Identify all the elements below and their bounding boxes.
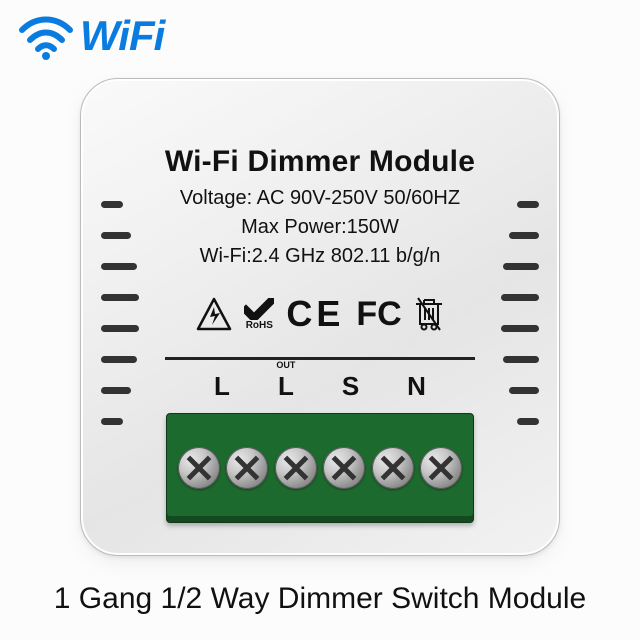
fcc-mark: FC (356, 295, 401, 334)
terminal-label-L1: L (214, 371, 230, 402)
voltage-line: Voltage: AC 90V-250V 50/60HZ (153, 187, 487, 210)
ce-mark: CE (286, 293, 344, 335)
wifi-text: WiFi (80, 12, 164, 60)
certification-row: RoHS CE FC (153, 293, 487, 335)
weee-icon (414, 296, 444, 332)
terminal-label-N: N (407, 371, 426, 402)
wifi-icon (18, 12, 74, 60)
terminal-screw (178, 447, 220, 489)
divider-line (165, 357, 475, 360)
terminal-label-Lout: L (278, 371, 294, 402)
product-caption: 1 Gang 1/2 Way Dimmer Switch Module (0, 582, 640, 616)
terminal-screw (420, 447, 462, 489)
wifi-badge: WiFi (18, 12, 164, 60)
terminal-screw (372, 447, 414, 489)
rohs-label: RoHS (246, 320, 273, 331)
wifi-spec-line: Wi-Fi:2.4 GHz 802.11 b/g/n (153, 245, 487, 268)
rohs-icon: RoHS (244, 298, 274, 331)
terminal-screw (226, 447, 268, 489)
terminal-labels: L L S N (81, 371, 559, 402)
hazard-icon (196, 297, 232, 331)
terminal-screw (275, 447, 317, 489)
terminal-screw (323, 447, 365, 489)
terminal-block (166, 413, 474, 523)
spec-panel: Wi-Fi Dimmer Module Voltage: AC 90V-250V… (153, 145, 487, 268)
module-title: Wi-Fi Dimmer Module (153, 145, 487, 179)
power-line: Max Power:150W (153, 216, 487, 239)
terminal-label-S: S (342, 371, 359, 402)
dimmer-module: Wi-Fi Dimmer Module Voltage: AC 90V-250V… (80, 78, 560, 556)
